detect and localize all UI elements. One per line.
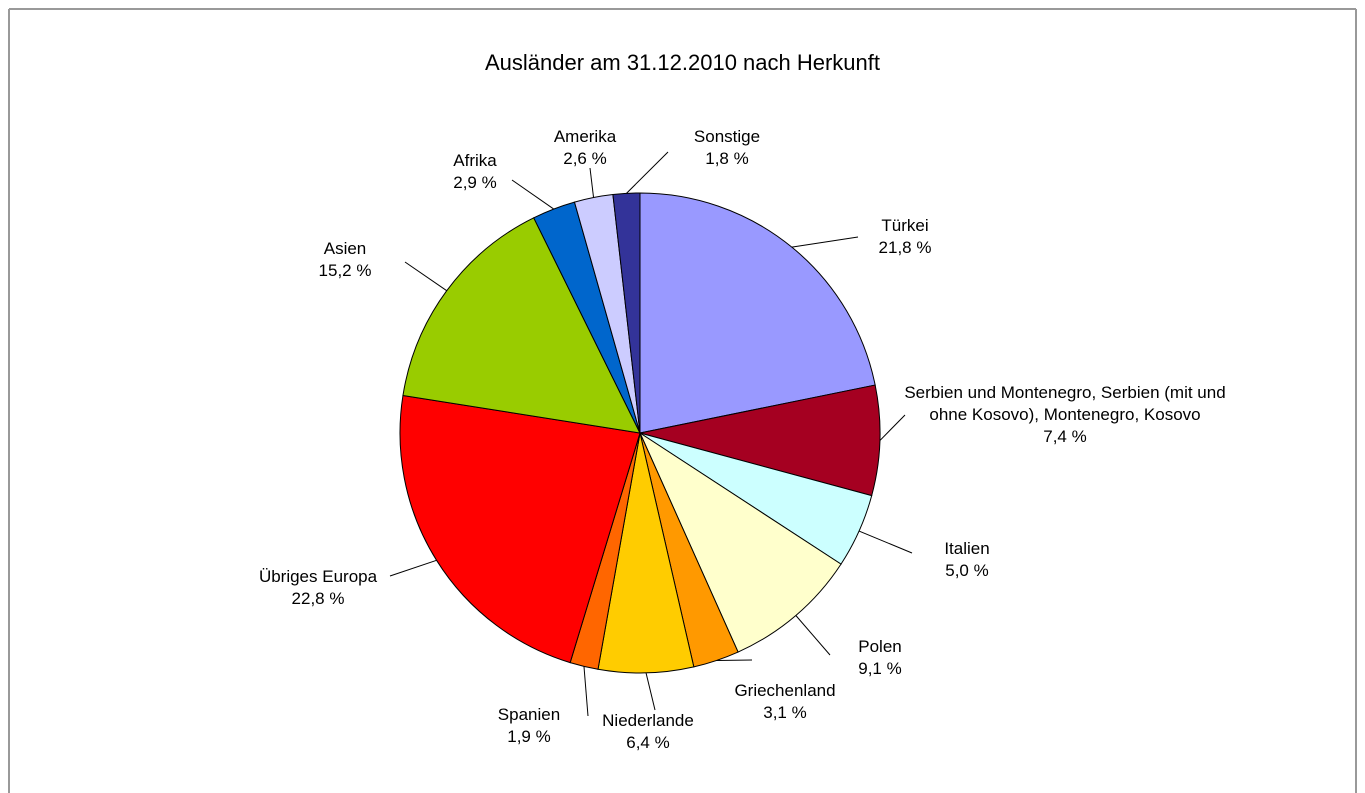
label-name: Türkei [881, 216, 929, 235]
pie-slice [402, 217, 641, 434]
pie-slice [638, 431, 842, 653]
data-label: Italien 5,0 % [944, 538, 989, 582]
label-value: 21,8 % [878, 238, 932, 257]
label-value: 2,9 % [453, 173, 497, 192]
data-label: Türkei 21,8 % [879, 215, 932, 259]
leader-line [645, 672, 656, 711]
label-value: 5,0 % [945, 561, 989, 580]
data-label: Spanien 1,9 % [498, 704, 560, 748]
data-label: Griechenland 3,1 % [734, 680, 835, 724]
leader-line [589, 167, 595, 198]
leader-line [858, 530, 913, 554]
label-name: Serbien und Montenegro, Serbien (mit und… [904, 383, 1226, 424]
data-label: Sonstige 1,8 % [694, 126, 760, 170]
label-value: 3,1 % [763, 703, 807, 722]
label-name: Übriges Europa [258, 567, 378, 586]
pie-slice [399, 394, 641, 664]
leader-line [511, 179, 555, 210]
label-name: Italien [944, 539, 990, 558]
label-name: Asien [323, 239, 367, 258]
data-label: Asien 15,2 % [319, 238, 372, 282]
label-value: 15,2 % [318, 261, 372, 280]
leader-line [791, 236, 859, 248]
chart-title: Ausländer am 31.12.2010 nach Herkunft [484, 50, 881, 75]
data-label: Serbien und Montenegro, Serbien (mit und… [900, 382, 1230, 448]
leader-line [716, 659, 753, 662]
leader-line [879, 414, 906, 441]
leader-line [626, 151, 669, 194]
data-label: Amerika 2,6 % [554, 126, 616, 170]
label-name: Spanien [497, 705, 561, 724]
label-value: 6,4 % [626, 733, 670, 752]
pie-slice [612, 192, 641, 434]
leader-line [795, 615, 831, 656]
label-value: 22,8 % [291, 589, 345, 608]
label-value: 9,1 % [858, 659, 902, 678]
label-name: Polen [858, 637, 902, 656]
leader-line [389, 559, 437, 577]
data-label: Niederlande 6,4 % [602, 710, 694, 754]
label-value: 1,9 % [507, 727, 551, 746]
label-name: Afrika [453, 151, 497, 170]
data-label: Polen 9,1 % [858, 636, 901, 680]
pie-slice [639, 192, 876, 434]
data-label: Afrika 2,9 % [453, 150, 496, 194]
label-name: Amerika [553, 127, 617, 146]
pie-slice [639, 384, 881, 497]
label-name: Griechenland [734, 681, 836, 700]
label-value: 1,8 % [705, 149, 749, 168]
label-value: 2,6 % [563, 149, 607, 168]
leader-line [404, 261, 448, 292]
leader-line [583, 666, 589, 717]
data-label: Übriges Europa 22,8 % [259, 566, 377, 610]
label-value: 7,4 % [1043, 427, 1087, 446]
label-name: Sonstige [693, 127, 761, 146]
label-name: Niederlande [602, 711, 694, 730]
